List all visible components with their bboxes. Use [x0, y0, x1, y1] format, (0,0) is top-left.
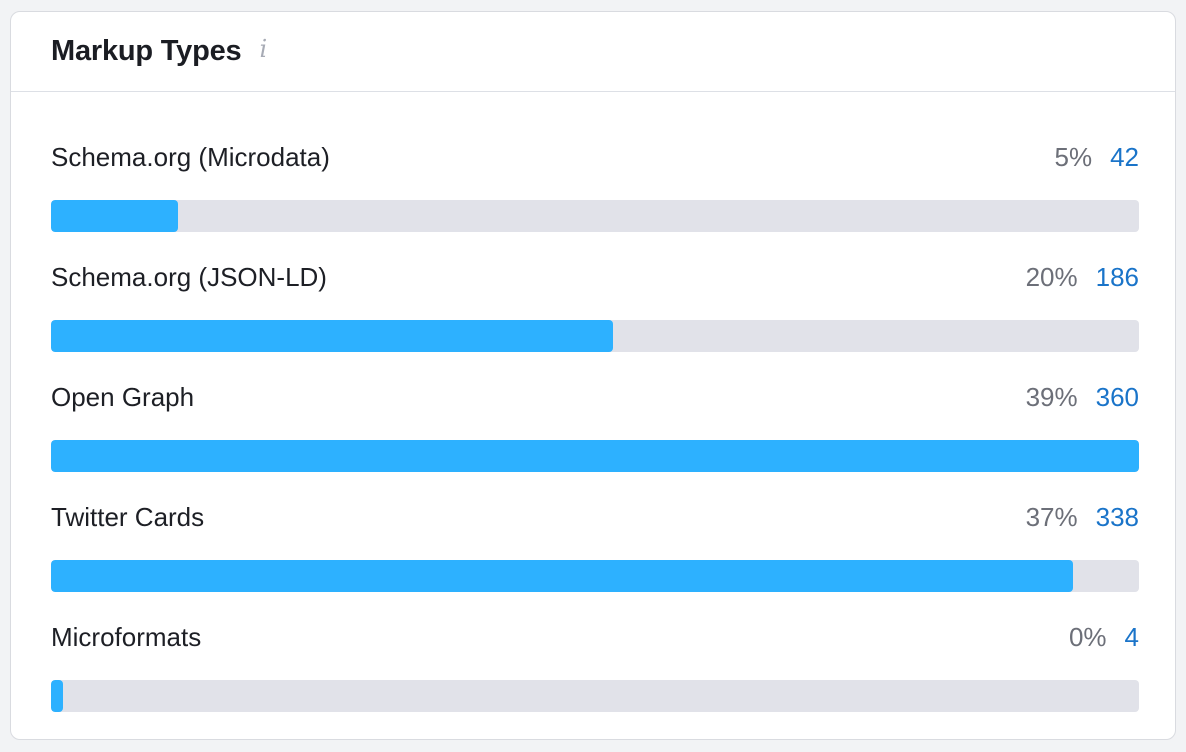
progress-bar-fill	[51, 560, 1073, 592]
row-label: Schema.org (Microdata)	[51, 142, 330, 172]
row-percent: 0%	[1068, 622, 1107, 652]
list-item: Open Graph 39% 360	[51, 372, 1139, 472]
list-item: Schema.org (Microdata) 5% 42	[51, 132, 1139, 232]
list-item: Microformats 0% 4	[51, 612, 1139, 712]
progress-bar-fill	[51, 320, 614, 352]
row-count-link[interactable]: 42	[1110, 142, 1139, 172]
list-item: Schema.org (JSON-LD) 20% 186	[51, 252, 1139, 352]
progress-bar-fill	[51, 200, 179, 232]
list-item: Twitter Cards 37% 338	[51, 492, 1139, 592]
row-label: Twitter Cards	[51, 502, 205, 532]
row-percent: 5%	[1054, 142, 1093, 172]
card-title: Markup Types	[51, 35, 242, 67]
row-count-link[interactable]: 338	[1095, 502, 1139, 532]
progress-bar-fill	[51, 680, 63, 712]
row-percent: 37%	[1025, 502, 1078, 532]
row-count-link[interactable]: 186	[1095, 262, 1139, 292]
row-label: Microformats	[51, 622, 202, 652]
card-header: Markup Types i	[11, 12, 1175, 92]
progress-bar-track	[51, 200, 1139, 232]
progress-bar-track	[51, 680, 1139, 712]
progress-bar-track	[51, 440, 1139, 472]
row-percent: 39%	[1025, 382, 1078, 412]
row-count-link[interactable]: 4	[1124, 622, 1139, 652]
row-label: Schema.org (JSON-LD)	[51, 262, 327, 292]
row-percent: 20%	[1025, 262, 1078, 292]
info-icon[interactable]: i	[259, 34, 268, 63]
progress-bar-fill	[51, 440, 1139, 472]
row-label: Open Graph	[51, 382, 195, 412]
markup-types-card: Markup Types i Schema.org (Microdata) 5%…	[10, 11, 1176, 740]
progress-bar-track	[51, 320, 1139, 352]
row-count-link[interactable]: 360	[1095, 382, 1139, 412]
progress-bar-track	[51, 560, 1139, 592]
